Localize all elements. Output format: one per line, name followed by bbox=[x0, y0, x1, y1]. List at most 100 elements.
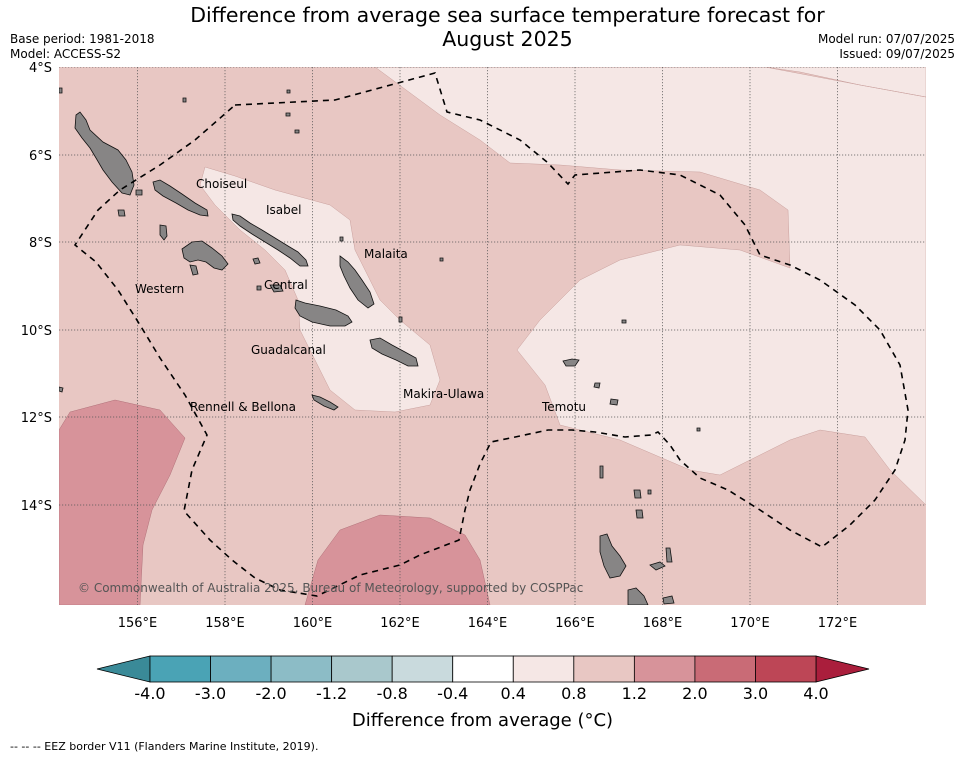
label-malaita: Malaita bbox=[364, 247, 408, 261]
island-rendova bbox=[189, 264, 199, 276]
meta-left: Base period: 1981-2018 Model: ACCESS-S2 bbox=[10, 32, 155, 62]
colorbar-tick-label: -2.0 bbox=[255, 684, 286, 703]
island-ontong-java bbox=[286, 89, 291, 94]
colorbar-segment bbox=[573, 655, 635, 683]
anomaly-region-northeast bbox=[374, 67, 926, 506]
island-isabel bbox=[231, 213, 309, 267]
lon-label: 158°E bbox=[205, 616, 245, 631]
label-makira-ulawa: Makira-Ulawa bbox=[403, 387, 484, 401]
eez-borders bbox=[73, 72, 909, 597]
lon-label: 162°E bbox=[380, 616, 420, 631]
label-rennell-bellona: Rennell & Bellona bbox=[190, 400, 296, 414]
colorbar: -4.0 -3.0 -2.0 -1.2 -0.8 -0.4 0.4 0.8 1.2 2.0 3.0 4… bbox=[96, 655, 870, 703]
label-temotu: Temotu bbox=[541, 400, 586, 414]
island-small-1 bbox=[182, 97, 187, 103]
issued-date: Issued: 09/07/2025 bbox=[839, 47, 955, 61]
copyright-notice: © Commonwealth of Australia 2025, Bureau… bbox=[78, 581, 583, 595]
lat-label: 14°S bbox=[21, 499, 52, 514]
island-guadalcanal bbox=[294, 299, 353, 327]
island-duff bbox=[621, 319, 627, 324]
colorbar-tick-label: 3.0 bbox=[743, 684, 768, 703]
colorbar-tick-label: 2.0 bbox=[682, 684, 707, 703]
lon-label: 164°E bbox=[468, 616, 508, 631]
colorbar-tick-label: 0.8 bbox=[561, 684, 586, 703]
colorbar-tick-label: 0.4 bbox=[501, 684, 526, 703]
colorbar-segment bbox=[149, 655, 211, 683]
colorbar-segment bbox=[391, 655, 454, 683]
island-nukumanu bbox=[59, 87, 63, 94]
meta-right: Model run: 07/07/2025 Issued: 09/07/2025 bbox=[818, 32, 955, 62]
colorbar-tick-label: -0.4 bbox=[437, 684, 468, 703]
eez-legend-note: -- -- -- EEZ border V11 (Flanders Marine… bbox=[10, 740, 319, 753]
island-ulawa bbox=[439, 257, 444, 262]
lon-label: 170°E bbox=[730, 616, 770, 631]
island-malaita bbox=[339, 255, 375, 309]
lat-label: 10°S bbox=[21, 324, 52, 339]
lon-label: 166°E bbox=[555, 616, 595, 631]
colorbar-tick-label: -4.0 bbox=[134, 684, 165, 703]
title-line-2: August 2025 bbox=[442, 27, 573, 51]
island-espiritu-santo bbox=[599, 533, 627, 579]
island-vella-lavella bbox=[159, 224, 168, 241]
island-makira bbox=[369, 337, 419, 367]
island-tikopia bbox=[696, 427, 701, 432]
map-title: Difference from average sea surface temp… bbox=[170, 3, 845, 51]
island-sikaiana bbox=[398, 316, 403, 323]
island-choiseul bbox=[152, 179, 209, 217]
colorbar-tick-label: -3.0 bbox=[195, 684, 226, 703]
colorbar-tick-label: -0.8 bbox=[377, 684, 408, 703]
island-maewo bbox=[662, 595, 675, 605]
island-small-3 bbox=[339, 236, 344, 242]
colorbar-tick-label: 1.2 bbox=[622, 684, 647, 703]
label-guadalcanal: Guadalcanal bbox=[251, 343, 326, 357]
island-reef bbox=[285, 112, 291, 117]
label-central: Central bbox=[264, 278, 308, 292]
colorbar-segment bbox=[210, 655, 272, 683]
lon-label: 160°E bbox=[293, 616, 333, 631]
island-shortland bbox=[117, 209, 126, 217]
colorbar-tick-label: -1.2 bbox=[316, 684, 347, 703]
island-santa-cruz bbox=[562, 358, 580, 367]
island-malekula bbox=[627, 587, 649, 605]
label-western: Western bbox=[135, 282, 184, 296]
lat-label: 8°S bbox=[29, 236, 52, 251]
anomaly-region-south bbox=[304, 514, 491, 605]
lat-label: 6°S bbox=[29, 149, 52, 164]
colorbar-over-arrow bbox=[815, 655, 870, 683]
anomaly-region-southwest bbox=[59, 399, 186, 605]
colorbar-segment bbox=[755, 655, 817, 683]
island-anuta bbox=[599, 465, 604, 479]
province-labels: Choiseul Isabel Malaita Western Central … bbox=[135, 177, 586, 414]
colorbar-segment bbox=[512, 655, 575, 683]
island-sw-edge bbox=[59, 386, 64, 393]
colorbar-tick-label: 4.0 bbox=[803, 684, 828, 703]
label-isabel: Isabel bbox=[266, 203, 301, 217]
island-ambae bbox=[649, 561, 666, 571]
colorbar-label: Difference from average (°C) bbox=[351, 710, 614, 731]
island-rennell bbox=[311, 394, 339, 411]
base-period: Base period: 1981-2018 bbox=[10, 32, 155, 46]
eez-solomons bbox=[73, 72, 909, 597]
island-bougainville bbox=[74, 111, 135, 196]
island-small-2 bbox=[294, 129, 300, 134]
model-name: Model: ACCESS-S2 bbox=[10, 47, 122, 61]
colorbar-segment bbox=[270, 655, 333, 683]
latitude-labels: 4°S 6°S 8°S 10°S 12°S 14°S bbox=[21, 61, 52, 514]
colorbar-segment bbox=[633, 655, 696, 683]
island-torres bbox=[635, 509, 644, 519]
title-line-1: Difference from average sea surface temp… bbox=[190, 3, 825, 27]
island-banks bbox=[633, 489, 642, 499]
model-run: Model run: 07/07/2025 bbox=[817, 32, 955, 46]
label-choiseul: Choiseul bbox=[196, 177, 247, 191]
island-vanikoro bbox=[609, 398, 619, 406]
island-pentecost bbox=[665, 547, 673, 563]
lat-label: 4°S bbox=[29, 61, 52, 76]
sst-anomaly-map bbox=[59, 67, 926, 605]
colorbar-segment bbox=[694, 655, 756, 683]
island-florida bbox=[269, 284, 284, 293]
island-utupua bbox=[593, 382, 601, 389]
island-savo bbox=[256, 285, 262, 291]
colorbar-segment bbox=[331, 655, 393, 683]
lon-label: 168°E bbox=[643, 616, 683, 631]
